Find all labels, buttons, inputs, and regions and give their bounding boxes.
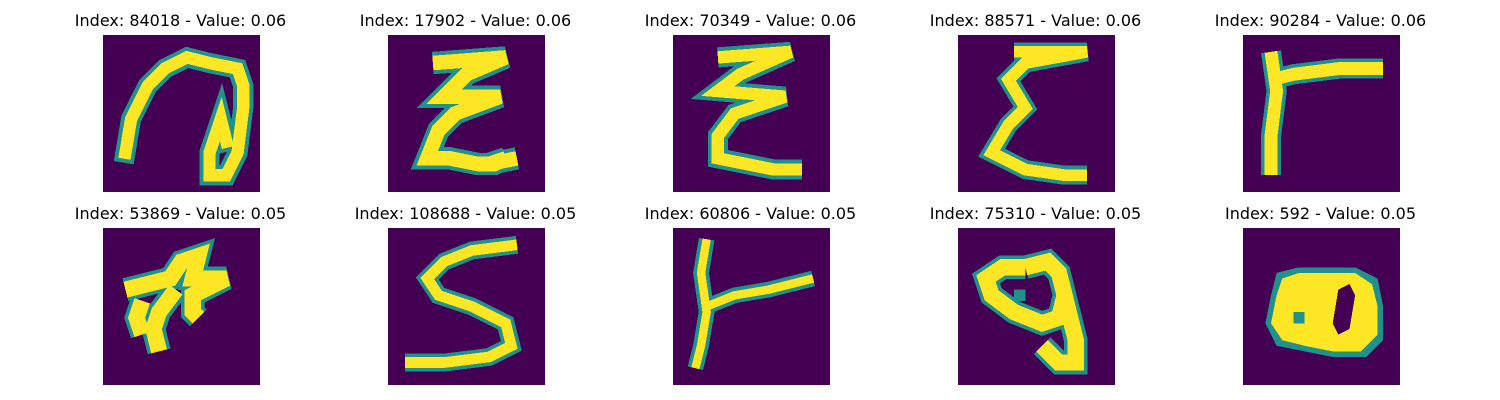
- panel-7: Index: 108688 - Value: 0.05: [323, 202, 608, 385]
- glyph-image: [102, 228, 260, 385]
- panel-3: Index: 70349 - Value: 0.06: [608, 9, 893, 192]
- glyph-image: [1242, 228, 1400, 385]
- glyph-image: [672, 35, 830, 192]
- panel-6: Index: 53869 - Value: 0.05: [38, 202, 323, 385]
- glyph-image: [672, 228, 830, 385]
- panel-10: Index: 592 - Value: 0.05: [1178, 202, 1463, 385]
- panel-1: Index: 84018 - Value: 0.06: [38, 9, 323, 192]
- glyph-image: [387, 35, 545, 192]
- panel-title: Index: 75310 - Value: 0.05: [929, 204, 1142, 223]
- panel-title: Index: 592 - Value: 0.05: [1224, 204, 1417, 223]
- panel-title: Index: 84018 - Value: 0.06: [74, 11, 287, 30]
- glyph-image: [102, 35, 260, 192]
- panel-8: Index: 60806 - Value: 0.05: [608, 202, 893, 385]
- glyph-image: [1242, 35, 1400, 192]
- glyph-image: [957, 35, 1115, 192]
- panel-title: Index: 53869 - Value: 0.05: [74, 204, 287, 223]
- panel-title: Index: 88571 - Value: 0.06: [929, 11, 1142, 30]
- glyph-image: [957, 228, 1115, 385]
- panel-4: Index: 88571 - Value: 0.06: [893, 9, 1178, 192]
- panel-title: Index: 17902 - Value: 0.06: [359, 11, 572, 30]
- panel-title: Index: 70349 - Value: 0.06: [644, 11, 857, 30]
- panel-title: Index: 60806 - Value: 0.05: [644, 204, 857, 223]
- glyph-image: [387, 228, 545, 385]
- panel-5: Index: 90284 - Value: 0.06: [1178, 9, 1463, 192]
- panel-2: Index: 17902 - Value: 0.06: [323, 9, 608, 192]
- panel-title: Index: 90284 - Value: 0.06: [1214, 11, 1427, 30]
- panel-9: Index: 75310 - Value: 0.05: [893, 202, 1178, 385]
- panel-title: Index: 108688 - Value: 0.05: [354, 204, 577, 223]
